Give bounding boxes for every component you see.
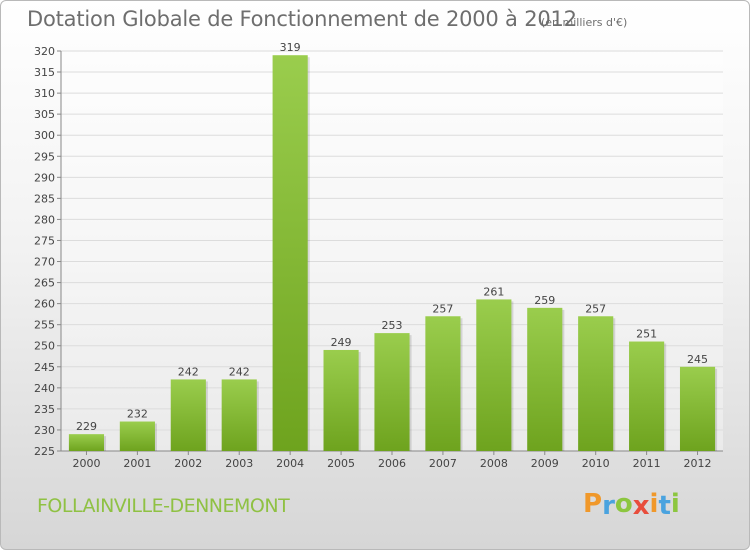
y-tick-label: 250 — [34, 340, 55, 353]
y-tick-label: 285 — [34, 192, 55, 205]
x-tick-label: 2004 — [276, 457, 304, 470]
bar — [119, 421, 155, 451]
y-tick-label: 265 — [34, 277, 55, 290]
bar — [476, 299, 512, 451]
bar — [221, 379, 257, 451]
logo-letter: t — [658, 491, 671, 521]
bar — [629, 341, 665, 451]
y-tick-label: 310 — [34, 87, 55, 100]
bar — [374, 333, 410, 451]
x-tick-label: 2006 — [378, 457, 406, 470]
bar-value-label: 249 — [331, 336, 352, 349]
logo-letter: i — [649, 489, 659, 519]
logo-letter: o — [614, 489, 633, 519]
bar — [323, 349, 359, 451]
bar-value-label: 257 — [585, 302, 606, 315]
bar — [578, 316, 614, 451]
proxiti-logo: Proxiti — [583, 489, 680, 521]
y-tick-label: 300 — [34, 129, 55, 142]
x-tick-label: 2007 — [429, 457, 457, 470]
bar-value-label: 319 — [280, 41, 301, 54]
y-tick-label: 235 — [34, 403, 55, 416]
x-tick-label: 2002 — [174, 457, 202, 470]
y-tick-label: 275 — [34, 234, 55, 247]
bar-value-label: 245 — [687, 353, 708, 366]
bar — [272, 55, 308, 452]
x-tick-label: 2008 — [480, 457, 508, 470]
y-tick-label: 290 — [34, 171, 55, 184]
x-tick-label: 2000 — [72, 457, 100, 470]
y-tick-label: 315 — [34, 66, 55, 79]
chart-title: Dotation Globale de Fonctionnement de 20… — [27, 7, 577, 31]
y-tick-label: 255 — [34, 319, 55, 332]
y-tick-label: 270 — [34, 256, 55, 269]
x-tick-label: 2003 — [225, 457, 253, 470]
commune-name: FOLLAINVILLE-DENNEMONT — [37, 495, 290, 517]
logo-letter: x — [632, 491, 650, 521]
x-tick-label: 2010 — [582, 457, 610, 470]
bar-value-label: 261 — [483, 285, 504, 298]
bar-value-label: 242 — [178, 365, 199, 378]
y-tick-label: 305 — [34, 108, 55, 121]
x-tick-label: 2011 — [633, 457, 661, 470]
y-tick-label: 280 — [34, 213, 55, 226]
y-tick-label: 240 — [34, 382, 55, 395]
y-tick-label: 260 — [34, 298, 55, 311]
bar — [170, 379, 206, 451]
bar-value-label: 242 — [229, 365, 250, 378]
y-tick-label: 245 — [34, 361, 55, 374]
x-tick-label: 2012 — [684, 457, 712, 470]
bar-value-label: 253 — [382, 319, 403, 332]
bar-value-label: 251 — [636, 328, 657, 341]
x-tick-label: 2009 — [531, 457, 559, 470]
bar-value-label: 229 — [76, 420, 97, 433]
y-tick-label: 320 — [34, 45, 55, 58]
bar — [679, 366, 716, 451]
bar-value-label: 232 — [127, 408, 148, 421]
y-tick-label: 230 — [34, 424, 55, 437]
y-tick-label: 225 — [34, 445, 55, 458]
y-tick-label: 295 — [34, 150, 55, 163]
unit-note: (en milliers d'€) — [541, 16, 628, 29]
bar-value-label: 257 — [432, 302, 453, 315]
logo-letter: P — [583, 489, 603, 519]
bar — [425, 316, 461, 451]
logo-letter: r — [602, 491, 615, 521]
bar — [527, 307, 563, 451]
x-tick-label: 2001 — [123, 457, 151, 470]
logo-letter: i — [670, 489, 680, 519]
bar — [68, 434, 105, 451]
x-tick-label: 2005 — [327, 457, 355, 470]
bar-value-label: 259 — [534, 294, 555, 307]
